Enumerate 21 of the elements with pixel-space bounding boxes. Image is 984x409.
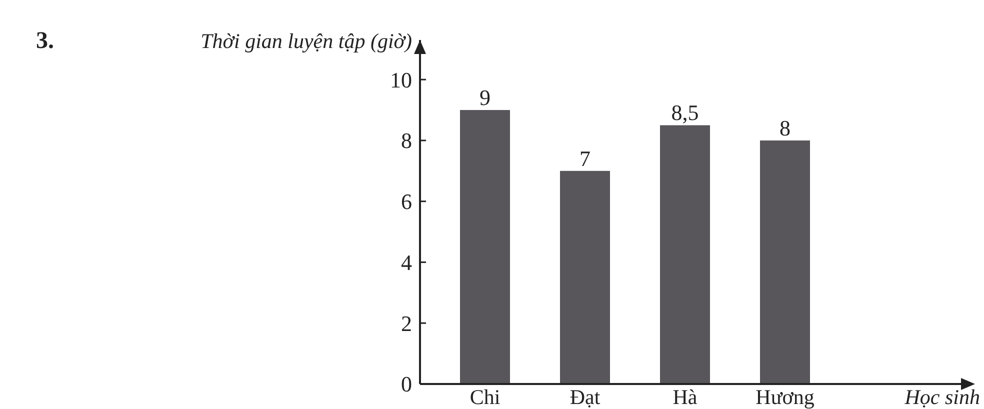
x-tick-label: Hà [672,385,698,409]
bar [660,125,710,384]
y-tick-label: 6 [401,189,412,214]
bar [460,110,510,384]
x-tick-label: Hương [756,385,815,409]
x-tick-label: Đạt [570,385,600,409]
data-label: 8,5 [671,100,699,126]
y-tick-label: 2 [401,310,412,336]
text: 3. [36,28,54,54]
y-tick-label: 10 [390,67,412,92]
data-label: 8 [780,115,790,140]
y-tick-label: 0 [401,372,412,397]
bar [560,170,610,384]
x-tick-label: Chi [470,385,500,409]
y-tick-label: 8 [401,128,412,154]
bar [760,140,810,384]
y-axis-title: Thời gian luyện tập (giờ) [200,29,412,53]
data-label: 7 [580,146,590,171]
y-tick-label: 4 [401,250,412,275]
data-label: 9 [480,85,490,110]
x-axis-title: Học sinh [904,385,980,409]
